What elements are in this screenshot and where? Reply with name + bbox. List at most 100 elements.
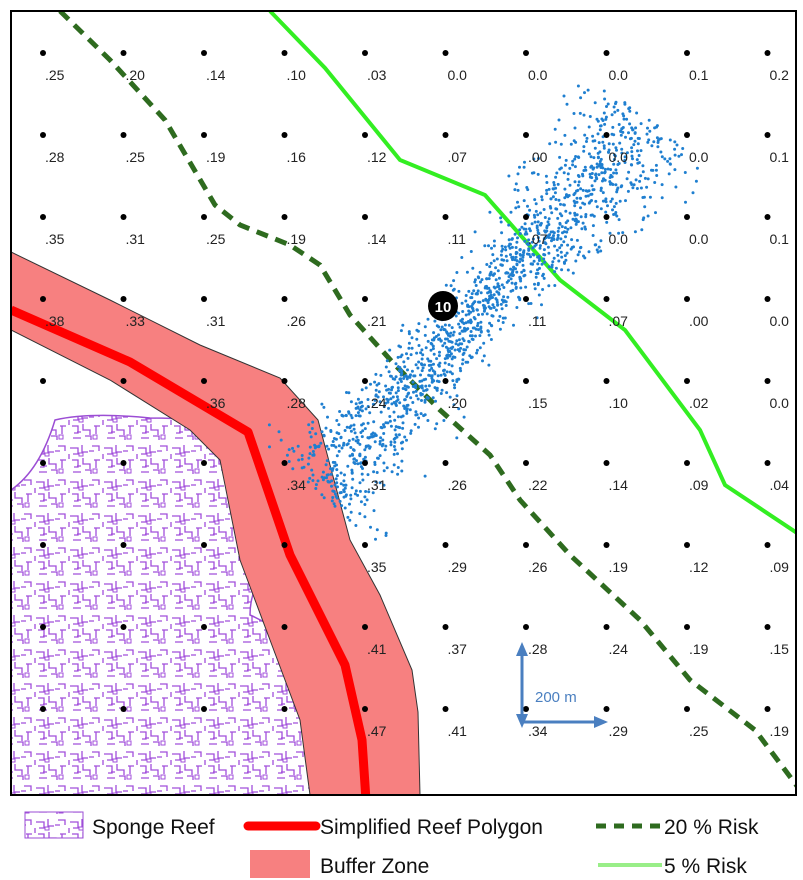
scatter-particle [307,456,311,460]
scatter-particle [514,206,518,210]
simplified-reef-polygon [11,305,371,795]
scatter-particle [520,225,524,229]
scatter-particle [584,194,588,198]
scatter-particle [568,211,572,215]
scatter-particle [532,171,536,175]
grid-risk-value: 0.0 [609,231,629,247]
scatter-particle [356,493,360,497]
scatter-particle [497,291,501,295]
scatter-particle [551,260,555,264]
scatter-particle [598,124,602,128]
scatter-particle [367,490,371,494]
scatter-particle [596,155,600,159]
scatter-particle [311,479,315,482]
scatter-particle [428,368,432,372]
scatter-particle [343,486,347,490]
scatter-particle [416,366,420,370]
scatter-particle [603,97,607,101]
scatter-particle [514,182,518,186]
scatter-particle [512,265,516,269]
scatter-particle [316,479,320,483]
scatter-particle [474,334,477,338]
scatter-particle [534,202,538,206]
scatter-particle [489,290,493,294]
scatter-particle [503,316,507,320]
scatter-particle [430,338,434,342]
grid-risk-value: .14 [206,67,226,83]
grid-point [40,214,46,220]
scatter-particle [393,418,397,422]
scatter-particle [633,139,637,143]
scatter-particle [565,193,568,197]
scatter-particle [337,423,341,427]
scatter-particle [442,372,446,376]
scatter-particle [576,188,580,192]
scatter-particle [503,245,507,249]
scatter-particle [407,341,411,345]
scatter-particle [498,327,502,331]
grid-point [764,706,771,712]
grid-risk-value: 0.0 [689,149,709,165]
scatter-particle [322,433,326,437]
grid-point [603,624,610,630]
scatter-particle [446,353,450,357]
scatter-particle [333,483,337,487]
scatter-particle [654,211,657,215]
scatter-particle [377,390,381,394]
scatter-particle [471,326,475,330]
scatter-particle [462,351,466,355]
scatter-particle [591,234,595,237]
scatter-particle [504,300,508,304]
scatter-particle [683,171,687,174]
scatter-particle [378,400,382,404]
scatter-particle [596,132,600,136]
scatter-particle [545,188,549,192]
scatter-particle [581,221,585,225]
scatter-particle [488,210,492,214]
scatter-particle [414,363,418,367]
grid-point [120,50,127,56]
grid-risk-value: .07 [609,313,629,329]
scatter-particle [465,270,469,274]
scatter-particle [340,413,344,417]
scatter-particle [403,374,407,378]
scatter-particle [338,499,342,503]
scatter-particle [552,181,556,184]
scatter-particle [677,154,681,158]
scatter-particle [435,324,439,328]
scatter-particle [366,473,370,477]
scatter-particle [399,380,403,383]
scatter-particle [368,446,372,450]
scatter-particle [344,494,348,498]
scatter-particle [624,199,627,203]
grid-point [120,378,127,384]
scatter-particle [591,167,595,171]
grid-point [40,624,46,630]
grid-risk-value: .26 [287,313,307,329]
scatter-particle [646,214,650,218]
scatter-particle [431,396,435,400]
scatter-particle [612,205,616,209]
scatter-particle [597,141,601,145]
scatter-particle [429,341,433,345]
grid-risk-value: .07 [448,149,468,165]
scatter-particle [393,440,397,444]
grid-risk-value: 0.0 [609,67,629,83]
scatter-particle [554,198,558,201]
scatter-particle [335,454,339,458]
scatter-particle [635,187,639,190]
scatter-particle [602,146,606,150]
scatter-particle [452,403,456,407]
scatter-particle [507,223,511,227]
scatter-particle [322,496,326,500]
scatter-particle [628,122,632,126]
scatter-particle [345,391,348,394]
scatter-particle [482,354,486,358]
scatter-particle [458,366,462,370]
scatter-particle [618,141,622,145]
scatter-particle [489,261,493,265]
scatter-particle [595,162,599,166]
scatter-particle [394,362,398,366]
scatter-particle [550,236,554,240]
scatter-particle [348,425,352,429]
